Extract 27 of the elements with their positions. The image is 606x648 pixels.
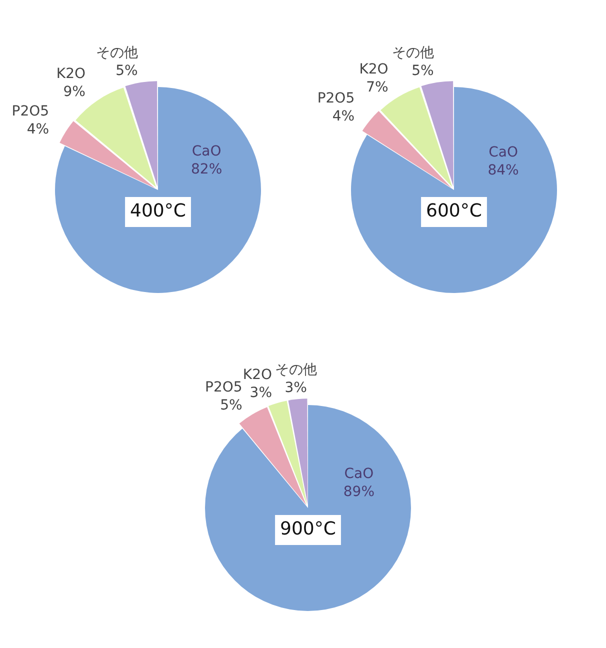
text: 900°C xyxy=(280,518,336,540)
text: 600°C xyxy=(426,200,482,222)
data-label: 84% xyxy=(488,162,519,179)
slice-label: P2O5 xyxy=(12,104,50,120)
data-label: 5% xyxy=(220,398,242,414)
slice-label: K2O xyxy=(56,66,86,82)
data-label: 5% xyxy=(116,63,138,80)
data-label: 82% xyxy=(191,162,222,178)
slice-label: K2O xyxy=(359,62,388,78)
data-label: 9% xyxy=(63,84,86,100)
text: 400°C xyxy=(130,200,186,222)
slice-label: CaO xyxy=(192,144,222,160)
slice-label: K2O xyxy=(242,366,272,383)
slice-label: CaO xyxy=(344,466,374,482)
slice-label: その他 xyxy=(274,362,317,378)
slice-label: その他 xyxy=(96,45,138,62)
data-label: 5% xyxy=(412,63,434,80)
data-label: 4% xyxy=(26,122,50,138)
data-label: 3% xyxy=(250,384,272,401)
slice-label: P2O5 xyxy=(317,90,355,106)
slice-label: CaO xyxy=(488,144,518,161)
data-label: 89% xyxy=(343,484,375,500)
data-label: 4% xyxy=(332,108,355,124)
data-label: 7% xyxy=(366,80,388,96)
data-label: 3% xyxy=(284,380,307,396)
slice-label: その他 xyxy=(392,45,434,62)
slice-label: P2O5 xyxy=(205,380,242,396)
